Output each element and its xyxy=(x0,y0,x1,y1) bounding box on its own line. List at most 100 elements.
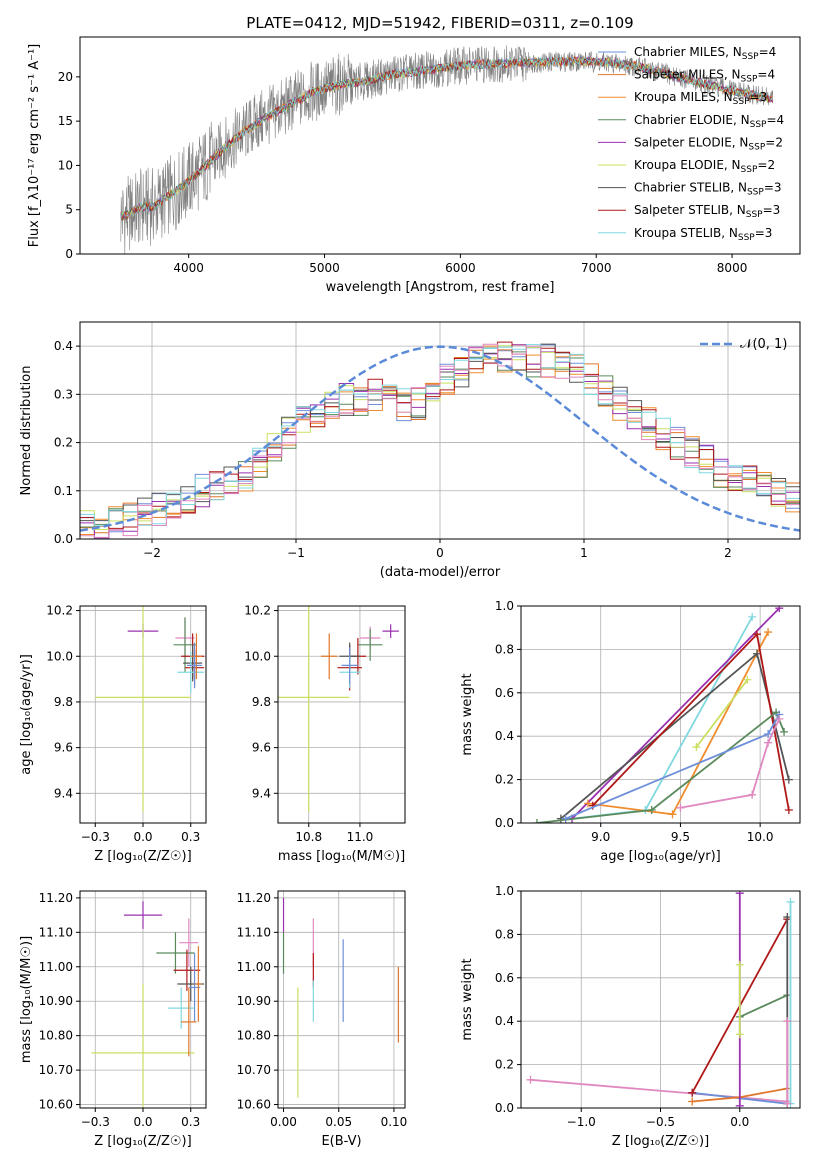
axes-frame xyxy=(79,36,801,255)
histogram-7 xyxy=(80,341,800,529)
y-tick-label: 0.8 xyxy=(495,927,514,941)
x-axis-label: mass [log₁₀(M/M☉)] xyxy=(278,849,405,864)
axes-frame xyxy=(277,890,406,1109)
y-tick-label: 10.90 xyxy=(39,994,73,1008)
errorbar-point xyxy=(179,918,199,967)
errorbar-point xyxy=(177,651,205,693)
x-tick-label: 11.0 xyxy=(347,830,374,844)
x-tick-label: 10.8 xyxy=(295,830,322,844)
y-tick-label: 10.60 xyxy=(237,1098,271,1112)
errorbar-point xyxy=(95,606,191,812)
legend-entry: Chabrier ELODIE, NSSP=4 xyxy=(634,113,784,130)
x-tick-label: 0.3 xyxy=(181,1115,200,1129)
x-axis-label: E(B-V) xyxy=(321,1134,361,1149)
weight-marker xyxy=(583,799,592,808)
weight-line-3 xyxy=(695,679,749,748)
y-tick-label: 10.0 xyxy=(244,649,271,663)
legend-entry: 𝒩(0, 1) xyxy=(740,337,787,352)
axes: −0.3 0.0 0.3 9.4 9.6 9.8 10.0 10.2 Z [log₁₀(Z/Z☉… xyxy=(19,604,207,864)
weight-marker xyxy=(783,1017,792,1026)
errorbar-point xyxy=(91,984,195,1108)
plot-area xyxy=(91,901,205,1108)
weight-marker xyxy=(532,819,541,823)
weight-marker xyxy=(735,960,744,969)
x-tick-label: 0.00 xyxy=(270,1115,297,1129)
y-tick-label: 0.6 xyxy=(495,971,514,985)
errorbar-point xyxy=(341,647,358,684)
x-tick-label: 5000 xyxy=(309,261,340,275)
weight-marker xyxy=(668,810,677,819)
x-tick-label: 0.05 xyxy=(325,1115,352,1129)
y-tick-label: 0.2 xyxy=(495,773,514,787)
weight-marker xyxy=(775,714,784,723)
x-axis-label: (data-model)/error xyxy=(380,565,501,580)
weight-marker xyxy=(783,1099,792,1108)
weight-vs-z-panel: −1.0 −0.5 0.0 0.0 0.2 0.4 0.6 0.8 1.0 Z [log₁₀(Z/… xyxy=(460,884,801,1149)
weight-marker xyxy=(735,891,744,898)
weight-marker xyxy=(526,1075,535,1084)
x-tick-label: 7000 xyxy=(581,261,612,275)
weight-marker xyxy=(735,1030,744,1039)
y-axis-label: mass weight xyxy=(460,958,475,1040)
weight-line-0 xyxy=(571,616,753,820)
x-tick-label: 8000 xyxy=(717,261,748,275)
weight-marker xyxy=(752,630,761,639)
x-axis-label: Z [log₁₀(Z/Z☉)] xyxy=(94,1134,191,1149)
axes: 9.0 9.5 10.0 0.0 0.2 0.4 0.6 0.8 1.0 age [log₁₀(a… xyxy=(460,599,801,864)
plot-area xyxy=(95,606,205,812)
y-tick-label: 10.80 xyxy=(39,1029,73,1043)
y-tick-label: 10.0 xyxy=(46,649,73,663)
y-tick-label: 0 xyxy=(65,247,73,261)
y-tick-label: 9.4 xyxy=(252,786,271,800)
x-tick-label: −2 xyxy=(143,546,161,560)
x-tick-label: −0.5 xyxy=(646,1115,675,1129)
x-tick-label: 0 xyxy=(436,546,444,560)
weight-marker xyxy=(775,606,784,613)
x-tick-label: 0.0 xyxy=(730,1115,749,1129)
y-tick-label: 0.1 xyxy=(54,484,73,498)
page-title: PLATE=0412, MJD=51942, FIBERID=0311, z=0… xyxy=(246,14,633,32)
x-tick-label: 2 xyxy=(724,546,732,560)
x-tick-label: 10.0 xyxy=(747,830,774,844)
y-axis-label: mass [log₁₀(M/M☉)] xyxy=(19,936,34,1063)
y-tick-label: 10 xyxy=(58,158,73,172)
x-tick-label: −0.3 xyxy=(81,830,110,844)
weight-marker xyxy=(764,628,773,637)
x-tick-label: −1 xyxy=(287,546,305,560)
errorbar-point xyxy=(382,624,399,638)
x-tick-label: 9.0 xyxy=(591,830,610,844)
spectrum-panel: 4000 5000 6000 7000 8000 0 5 10 15 20 wavelength [… xyxy=(27,36,801,295)
mass-vs-z-panel: −0.3 0.0 0.3 10.60 10.70 10.80 10.90 11.00 11.10… xyxy=(19,890,207,1149)
mass-vs-ebv-panel: 0.00 0.05 0.10 10.60 10.70 10.80 10.90 11.00 11.… xyxy=(237,890,407,1149)
weight-marker xyxy=(748,790,757,799)
weight-marker xyxy=(748,612,757,621)
weight-marker xyxy=(764,730,773,739)
weight-marker xyxy=(735,1101,744,1108)
y-tick-label: 1.0 xyxy=(495,884,514,898)
weight-marker xyxy=(780,727,789,736)
y-tick-label: 10.2 xyxy=(244,604,271,618)
x-tick-label: −1.0 xyxy=(567,1115,596,1129)
weight-line-0 xyxy=(530,1078,788,1103)
legend-entry: Kroupa STELIB, NSSP=3 xyxy=(634,226,772,243)
x-axis-label: Z [log₁₀(Z/Z☉)] xyxy=(612,1134,709,1149)
weight-marker xyxy=(784,805,793,814)
axes-frame xyxy=(277,605,406,824)
model-spectrum-8 xyxy=(120,56,774,219)
legend-entry: Chabrier MILES, NSSP=4 xyxy=(634,45,776,62)
y-tick-label: 11.00 xyxy=(39,960,73,974)
y-axis-label: Flux [f_λ10⁻¹⁷ erg cm⁻² s⁻¹ A⁻¹] xyxy=(27,44,42,248)
y-tick-label: 15 xyxy=(58,114,73,128)
weight-marker xyxy=(786,897,795,906)
x-tick-label: 0.0 xyxy=(133,830,152,844)
axes-frame xyxy=(520,605,801,824)
y-tick-label: 10.80 xyxy=(237,1029,271,1043)
y-tick-label: 0.0 xyxy=(54,532,73,546)
legend-entry: Chabrier STELIB, NSSP=3 xyxy=(634,181,782,198)
weight-marker xyxy=(784,775,793,784)
errorbar-point xyxy=(278,606,350,812)
plot-area xyxy=(526,891,795,1108)
y-tick-label: 0.4 xyxy=(495,729,514,743)
y-tick-label: 0.2 xyxy=(495,1058,514,1072)
